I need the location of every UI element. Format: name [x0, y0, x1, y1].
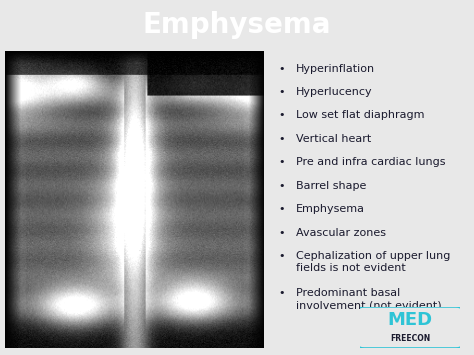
Text: •: •	[278, 181, 285, 191]
Text: •: •	[278, 134, 285, 144]
Text: FREECON: FREECON	[390, 334, 430, 343]
Text: •: •	[278, 228, 285, 237]
Text: Avascular zones: Avascular zones	[296, 228, 386, 237]
Text: Pre and infra cardiac lungs: Pre and infra cardiac lungs	[296, 157, 446, 167]
Text: Low set flat diaphragm: Low set flat diaphragm	[296, 110, 425, 120]
FancyBboxPatch shape	[358, 306, 462, 349]
Text: •: •	[278, 110, 285, 120]
Text: •: •	[278, 64, 285, 73]
Text: Hyperinflation: Hyperinflation	[296, 64, 375, 73]
Text: Hyperlucency: Hyperlucency	[296, 87, 373, 97]
Text: Cephalization of upper lung
fields is not evident: Cephalization of upper lung fields is no…	[296, 251, 450, 273]
Text: •: •	[278, 87, 285, 97]
Text: Barrel shape: Barrel shape	[296, 181, 366, 191]
Text: •: •	[278, 204, 285, 214]
Text: Emphysema: Emphysema	[143, 11, 331, 39]
Text: MED: MED	[387, 311, 433, 329]
Text: •: •	[278, 251, 285, 261]
Text: Vertical heart: Vertical heart	[296, 134, 372, 144]
Text: •: •	[278, 157, 285, 167]
Text: Emphysema: Emphysema	[296, 204, 365, 214]
Text: Predominant basal
involvement (not evident): Predominant basal involvement (not evide…	[296, 288, 442, 310]
Text: •: •	[278, 288, 285, 298]
